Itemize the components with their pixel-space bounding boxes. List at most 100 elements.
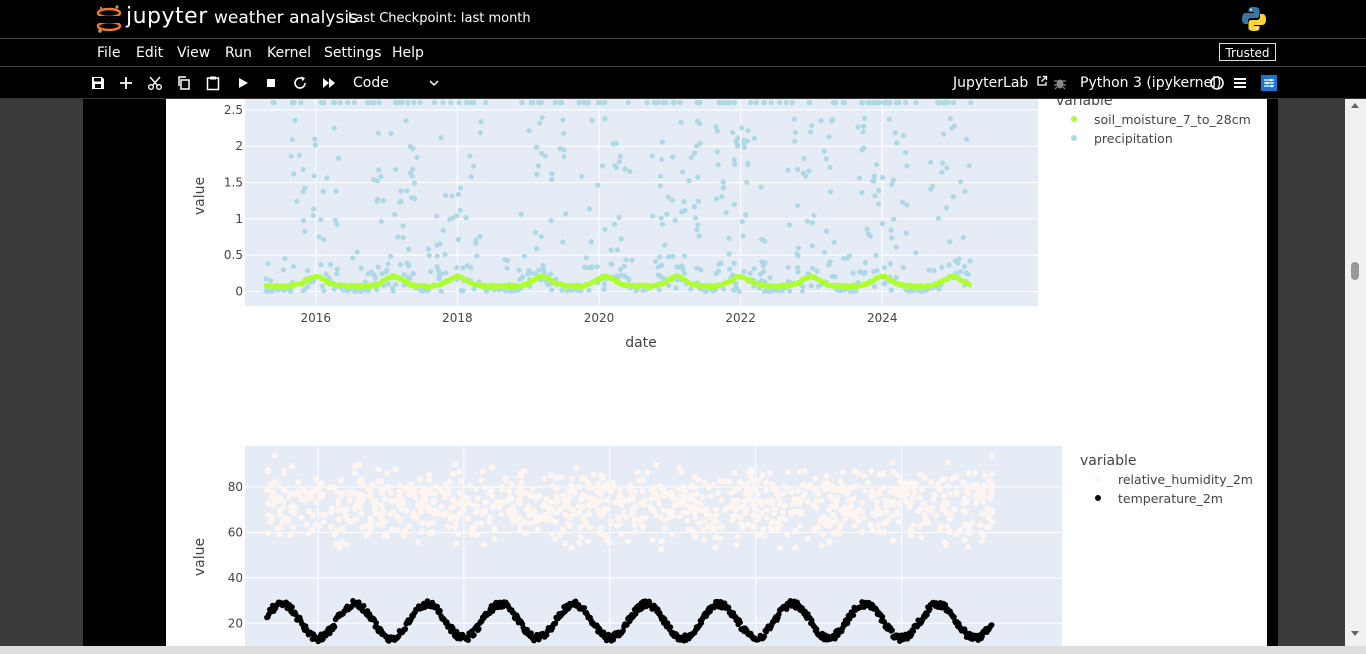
chart1-legend-soil[interactable]: soil_moisture_7_to_28cm (1094, 112, 1251, 127)
chart2-humidity-point (445, 523, 451, 530)
chart1-precip-point (682, 270, 688, 276)
menu-view[interactable]: View (177, 45, 211, 61)
chart1-precip-point (460, 265, 466, 271)
chart1-precip-point (785, 167, 791, 173)
chart1-precip-point (792, 129, 798, 135)
jupyterlab-link[interactable]: JupyterLab (953, 75, 1048, 91)
chart2-humidity-point (335, 507, 342, 514)
chart1-precip-point (670, 154, 676, 160)
chart1-precip-point (405, 100, 411, 106)
chart1-precip-point (768, 100, 774, 106)
chart2-humidity-point (309, 488, 316, 495)
chart2-humidity-point (607, 519, 614, 526)
chart1-precip-point (436, 276, 442, 282)
chart2-humidity-point (920, 520, 927, 527)
chart2-humidity-point (697, 500, 704, 507)
chart1-precip-point (686, 178, 692, 184)
paste-icon[interactable] (205, 75, 221, 91)
chart2-humidity-point (470, 502, 477, 509)
scroll-up-icon[interactable] (1351, 103, 1359, 108)
chart1-precip-point (950, 194, 956, 200)
cell-type-select[interactable]: Code (353, 75, 439, 93)
chart1-precip-point (650, 213, 656, 219)
property-inspector-icon[interactable] (1261, 75, 1277, 91)
chart2-humidity-point (932, 492, 938, 499)
chart2-humidity-point (316, 483, 323, 490)
chart2-humidity-point (830, 512, 837, 518)
chart2-humidity-point (735, 485, 742, 492)
chart2-humidity-point (306, 508, 313, 515)
chart1-precip-point (671, 100, 677, 106)
cut-icon[interactable] (147, 75, 163, 91)
chart1-precip-point (564, 288, 570, 294)
chart1-precip-point (661, 242, 668, 248)
chart1-precip-point (376, 167, 382, 173)
chart1-precip-point (762, 238, 768, 244)
menu-kernel[interactable]: Kernel (267, 45, 311, 61)
chart1-legend-precip[interactable]: precipitation (1094, 131, 1173, 146)
kernel-name[interactable]: Python 3 (ipykernel) (1080, 75, 1222, 91)
menu-settings[interactable]: Settings (324, 45, 382, 61)
chart1-precip-point (758, 184, 764, 190)
scrollbar-thumb[interactable] (1351, 262, 1359, 280)
chart2-humidity-point (631, 489, 638, 496)
chart1-precip-point (903, 100, 909, 106)
chart2-humidity-point (333, 526, 340, 533)
chart1-precip-point (618, 236, 624, 242)
chart2-humidity-point (861, 515, 868, 521)
chart2-humidity-point (534, 525, 541, 532)
chart1-precip-point (453, 265, 460, 271)
chart2-legend-humidity[interactable]: relative_humidity_2m (1118, 472, 1253, 487)
chart2-humidity-point (907, 501, 914, 507)
chart2-humidity-point (868, 468, 874, 474)
chart1-precip-point (688, 154, 694, 160)
chart1-precip-point (733, 281, 739, 287)
chart1-precip-point (680, 169, 686, 175)
trusted-badge[interactable]: Trusted (1219, 43, 1276, 61)
save-icon[interactable] (90, 75, 106, 91)
chart2-humidity-point (543, 511, 550, 518)
menu-icon[interactable] (1232, 75, 1248, 91)
chart2-humidity-point (298, 514, 305, 521)
chart1-precip-point (411, 180, 418, 186)
menu-file[interactable]: File (97, 45, 121, 61)
chart2-legend-temperature[interactable]: temperature_2m (1118, 491, 1223, 506)
chart1-precip-point (939, 169, 945, 175)
chart2-humidity-point (265, 530, 272, 537)
run-icon[interactable] (235, 75, 251, 91)
chart2-humidity-point (488, 486, 495, 493)
vertical-scrollbar[interactable] (1345, 99, 1366, 646)
add-icon[interactable] (118, 75, 134, 91)
scroll-down-icon[interactable] (1351, 631, 1359, 636)
jupyter-logo-icon[interactable] (95, 4, 123, 34)
chart1-precip-point (617, 153, 623, 159)
restart-icon[interactable] (292, 75, 308, 91)
copy-icon[interactable] (176, 75, 192, 91)
chart2-humidity-point (859, 529, 865, 535)
chart2-humidity-point (877, 486, 884, 492)
fast-forward-icon[interactable] (321, 75, 337, 91)
stop-icon[interactable] (263, 75, 279, 91)
chart2-humidity-point (603, 497, 610, 503)
menu-help[interactable]: Help (392, 45, 424, 61)
chart2-humidity-point (279, 505, 286, 512)
chart1-precip-point (682, 253, 688, 259)
menu-edit[interactable]: Edit (136, 45, 164, 61)
chart2-humidity-point (874, 498, 880, 505)
debugger-icon[interactable] (1052, 75, 1068, 91)
chart2-temperature-point (951, 614, 957, 620)
chart1-precip-point (695, 198, 702, 204)
chart2-humidity-point (941, 498, 948, 505)
notebook-title[interactable]: weather analysis (214, 8, 358, 28)
chart1-precip-point (718, 260, 724, 266)
chart1-precip-point (534, 171, 540, 177)
chart2-temperature-point (610, 637, 617, 643)
chart1-precip-point (739, 125, 745, 131)
chart1-precip-point (952, 258, 958, 264)
chart2-humidity-point (901, 486, 908, 493)
menu-run[interactable]: Run (225, 45, 252, 61)
chart2-humidity-point (658, 538, 665, 545)
chart1-precip-point (601, 286, 607, 292)
chart1-precip-point (903, 230, 909, 236)
chart1-precip-point (304, 268, 311, 274)
